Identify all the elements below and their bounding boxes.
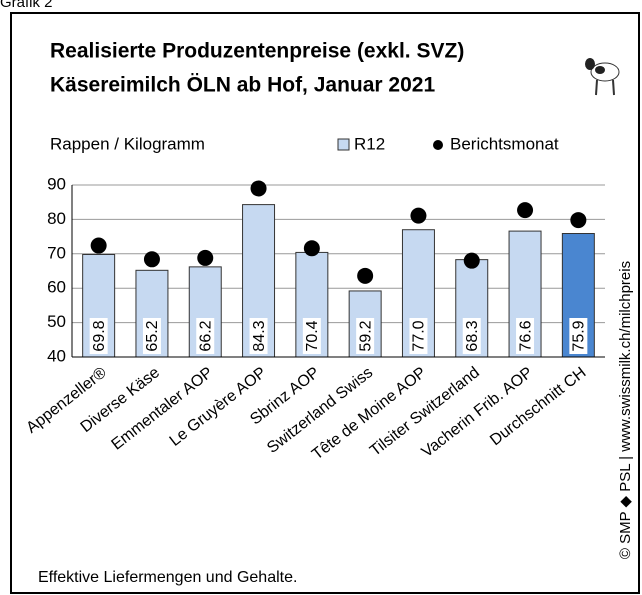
value-label: 68.3 — [464, 320, 481, 351]
value-label-bg — [462, 318, 481, 354]
value-label-bg — [569, 318, 588, 354]
y-tick-label: 40 — [47, 346, 66, 365]
value-label: 75.9 — [571, 320, 588, 351]
value-label-bg — [196, 318, 215, 354]
dot — [250, 180, 267, 197]
legend-label: Berichtsmonat — [450, 134, 559, 153]
y-axis-label: Rappen / Kilogramm — [50, 134, 205, 153]
chart-title: Käsereimilch ÖLN ab Hof, Januar 2021 — [50, 74, 435, 97]
y-tick-label: 80 — [47, 209, 66, 228]
cow-icon — [585, 58, 620, 96]
source: © SMP ◆ PSL | www.swissmilk.ch/milchprei… — [617, 261, 634, 559]
legend-swatch — [337, 138, 350, 151]
value-label-bg — [516, 318, 535, 354]
dot — [410, 207, 427, 224]
value-label-bg — [409, 318, 428, 354]
value-label-bg — [89, 318, 108, 354]
y-tick-label: 60 — [47, 278, 66, 297]
value-label-bg — [302, 318, 321, 354]
legend-swatch — [433, 140, 443, 150]
dot — [90, 237, 107, 254]
value-label: 59.2 — [357, 320, 374, 351]
dot — [570, 212, 587, 229]
y-tick-label: 90 — [47, 174, 66, 193]
value-label: 77.0 — [411, 320, 428, 351]
dot — [197, 249, 214, 266]
header: Grafik 2 — [0, 0, 53, 11]
legend-label: R12 — [354, 134, 385, 153]
value-label-bg — [249, 318, 268, 354]
dot — [303, 240, 320, 257]
value-label: 76.6 — [517, 320, 534, 351]
y-tick-label: 50 — [47, 312, 66, 331]
value-label: 65.2 — [144, 320, 161, 351]
value-label: 69.8 — [91, 320, 108, 351]
value-label-bg — [142, 318, 161, 354]
dot — [143, 251, 160, 268]
value-label: 66.2 — [197, 320, 214, 351]
y-tick-label: 70 — [47, 243, 66, 262]
value-label: 84.3 — [251, 320, 268, 351]
dot — [357, 267, 374, 284]
value-label: 70.4 — [304, 320, 321, 351]
dot — [517, 202, 534, 219]
chart-title: Realisierte Produzentenpreise (exkl. SVZ… — [50, 40, 464, 63]
footnote: Effektive Liefermengen und Gehalte. — [38, 569, 297, 586]
value-label-bg — [356, 318, 375, 354]
dot — [463, 252, 480, 269]
